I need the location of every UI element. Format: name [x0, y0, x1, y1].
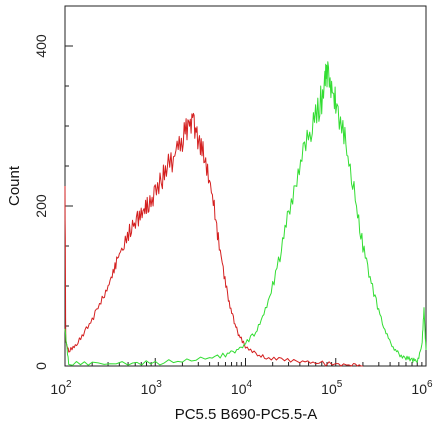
- x-tick-label: 102: [50, 379, 72, 397]
- y-tick-label: 0: [33, 362, 49, 370]
- x-tick-label: 104: [231, 379, 253, 397]
- x-axis-title: PC5.5 B690-PC5.5-A: [175, 406, 318, 423]
- y-tick-label: 400: [33, 34, 49, 58]
- series-line-1: [64, 112, 363, 367]
- x-tick-label: 105: [321, 379, 343, 397]
- x-tick-label: 106: [411, 379, 433, 397]
- series-lines: [64, 61, 427, 367]
- tick-labels: 102 103 104 105 106 0 200 400: [33, 34, 433, 397]
- y-tick-label: 200: [33, 194, 49, 218]
- plot-area-frame: [64, 5, 427, 367]
- y-axis-title: Count: [6, 165, 23, 206]
- x-tick-label: 103: [141, 379, 163, 397]
- series-line-2: [64, 61, 427, 366]
